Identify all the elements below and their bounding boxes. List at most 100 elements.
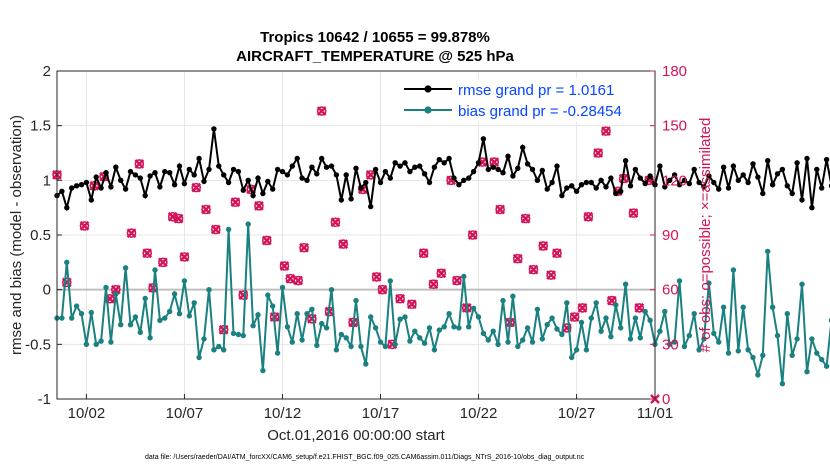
bias-point	[186, 313, 192, 319]
rmse-point	[475, 160, 482, 166]
rmse-point	[760, 190, 766, 197]
obs-possible-point	[607, 295, 617, 306]
rmse-point	[402, 160, 408, 166]
bias-point	[485, 337, 491, 343]
rmse-point	[225, 179, 232, 186]
bias-point	[235, 331, 242, 338]
obs-assimilated-point	[126, 228, 137, 239]
rmse-point	[230, 166, 237, 173]
bias-point	[779, 381, 786, 387]
bias-point	[632, 315, 639, 321]
obs-possible-point	[552, 248, 562, 259]
rmse-point	[245, 177, 251, 183]
bias-point	[309, 306, 315, 312]
bias-point	[647, 317, 653, 323]
rmse-point	[740, 172, 746, 178]
bias-point	[328, 287, 335, 293]
bias-point	[240, 332, 246, 339]
bias-point	[69, 315, 75, 321]
obs-assimilated-point	[201, 204, 211, 215]
obs-assimilated-point	[179, 252, 190, 262]
bias-point	[745, 347, 751, 353]
y-tick-label: -0.5	[25, 336, 51, 353]
rmse-point	[64, 205, 70, 211]
obs-possible-point	[418, 248, 429, 259]
x-tick-label: 10/17	[362, 405, 400, 422]
rmse-point	[319, 155, 325, 162]
obs-assimilated-point	[601, 126, 611, 136]
rmse-point	[333, 172, 340, 178]
bias-point	[735, 348, 741, 354]
rmse-point	[774, 171, 781, 177]
legend-box	[399, 78, 653, 122]
bias-point	[196, 354, 202, 361]
bias-point	[299, 337, 305, 343]
rmse-point	[534, 177, 541, 183]
bias-point	[368, 314, 374, 320]
rmse-point	[270, 186, 276, 192]
obs-assimilated-point	[538, 241, 549, 251]
obs-possible-point	[230, 197, 241, 207]
x-tick-label: 10/22	[460, 405, 498, 422]
rmse-point	[823, 156, 830, 163]
rmse-point	[162, 168, 168, 175]
obs-assimilated-point	[428, 279, 439, 290]
bias-point	[113, 291, 119, 297]
bias-point	[618, 325, 624, 331]
bias-point	[588, 315, 594, 321]
rmse-point	[289, 163, 295, 169]
obs-possible-point	[211, 224, 221, 235]
bias-point	[353, 297, 359, 304]
obs-assimilated-point	[577, 303, 588, 313]
legend-bias-label: bias grand pr = -0.28454	[458, 103, 622, 120]
bias-point	[456, 325, 462, 331]
obs-assimilated-point	[279, 261, 290, 271]
obs-assimilated-point	[330, 217, 341, 228]
bias-point	[564, 300, 570, 306]
chart-subtitle: AIRCRAFT_TEMPERATURE @ 525 hPa	[236, 48, 514, 65]
y-tick-label: 2	[43, 63, 51, 80]
bias-point	[686, 332, 692, 339]
rmse-point	[466, 175, 472, 181]
rmse-point	[284, 172, 291, 178]
rmse-point	[500, 170, 506, 176]
obs-assimilated-point	[293, 275, 304, 286]
bias-point	[583, 347, 590, 353]
bias-point	[377, 339, 384, 345]
obs-possible-point	[134, 159, 145, 169]
rmse-point	[544, 186, 550, 192]
y-axis-ticks: -1 -0.5 0 0.5 1 1.5 2	[25, 63, 62, 408]
obs-assimilated-point	[452, 275, 462, 286]
rmse-point	[171, 182, 178, 188]
rmse-point	[769, 182, 776, 188]
rmse-point	[549, 179, 555, 186]
y2-tick-label: 30	[662, 336, 679, 353]
rmse-point	[137, 175, 143, 181]
x-tick-label: 10/27	[558, 405, 596, 422]
obs-assimilated-point	[142, 248, 153, 259]
rmse-point	[328, 163, 335, 169]
obs-assimilated-point	[210, 224, 221, 235]
rmse-point	[216, 163, 222, 169]
rmse-point	[83, 179, 90, 186]
bias-series	[54, 221, 830, 387]
rmse-point	[191, 172, 197, 178]
rmse-point	[113, 164, 119, 170]
bias-point	[221, 347, 227, 353]
rmse-point	[294, 155, 300, 162]
rmse-point	[716, 186, 722, 192]
rmse-point	[274, 166, 281, 173]
bias-point	[711, 330, 717, 337]
rmse-point	[662, 184, 668, 190]
bias-point	[642, 308, 648, 315]
rmse-point	[755, 174, 761, 180]
bias-point	[122, 265, 129, 271]
rmse-point	[706, 173, 712, 179]
rmse-point	[407, 168, 413, 175]
rmse-point	[569, 183, 575, 189]
obs-assimilated-point	[299, 242, 309, 253]
bias-point	[569, 354, 575, 361]
obs-possible-point	[254, 201, 264, 211]
rmse-point	[745, 179, 751, 186]
